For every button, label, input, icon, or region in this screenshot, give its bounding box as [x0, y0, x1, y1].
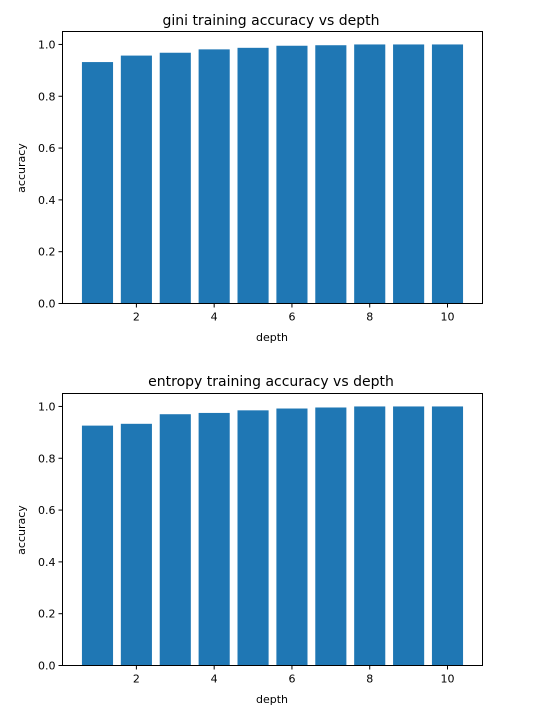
bar-depth-1 [81, 425, 114, 666]
y-tick-label: 1.0 [38, 38, 56, 51]
x-tick-label: 8 [366, 311, 373, 324]
y-tick-label: 1.0 [38, 400, 56, 413]
plot-frame [62, 31, 483, 304]
chart-title: entropy training accuracy vs depth [148, 374, 394, 390]
bar-depth-9 [393, 44, 425, 304]
y-tick-label: 0.4 [38, 194, 56, 207]
x-axis-label: depth [256, 693, 288, 706]
x-tick-label: 10 [441, 311, 455, 324]
y-ticks: 0.0 0.2 0.4 0.6 0.8 1.0 [38, 400, 63, 673]
y-axis-label: accuracy [15, 505, 28, 555]
bar-depth-1 [81, 62, 114, 304]
y-ticks: 0.0 0.2 0.4 0.6 0.8 1.0 [38, 38, 63, 311]
entropy-accuracy-chart: entropy training accuracy vs depth 0.00.… [15, 374, 483, 706]
bars [81, 406, 464, 666]
x-tick-label: 8 [366, 673, 373, 686]
bar-depth-8 [354, 44, 386, 304]
x-tick-label: 4 [211, 311, 218, 324]
y-tick-label: 0.2 [38, 608, 56, 621]
bar-depth-10 [431, 44, 464, 304]
y-tick-label: 0.8 [38, 90, 56, 103]
y-tick-label: 0.0 [38, 660, 56, 673]
x-tick-label: 6 [288, 311, 295, 324]
bar-depth-6 [276, 408, 308, 666]
x-tick-label: 2 [133, 673, 140, 686]
bar-depth-4 [198, 412, 230, 666]
x-tick-label: 10 [441, 673, 455, 686]
bar-depth-7 [315, 45, 347, 304]
x-ticks: 2 4 6 8 10 [133, 303, 455, 324]
y-tick-label: 0.8 [38, 452, 56, 465]
x-ticks: 2 4 6 8 10 [133, 665, 455, 686]
bar-depth-2 [120, 55, 152, 304]
y-axis-label: accuracy [15, 143, 28, 193]
y-tick-label: 0.6 [38, 142, 56, 155]
y-tick-label: 0.6 [38, 504, 56, 517]
bar-depth-5 [237, 47, 269, 304]
bar-depth-3 [159, 414, 191, 666]
y-tick-label: 0.2 [38, 246, 56, 259]
x-tick-label: 2 [133, 311, 140, 324]
bar-depth-7 [315, 407, 347, 666]
bars [81, 44, 464, 304]
y-tick-label: 0.4 [38, 556, 56, 569]
x-axis-label: depth [256, 331, 288, 344]
bar-depth-9 [393, 406, 425, 666]
bar-depth-5 [237, 410, 269, 666]
bar-depth-3 [159, 52, 191, 304]
x-tick-label: 6 [288, 673, 295, 686]
bar-depth-10 [431, 406, 464, 666]
chart-title: gini training accuracy vs depth [162, 13, 379, 29]
plot-frame [62, 393, 483, 666]
gini-accuracy-chart: gini training accuracy vs depth 0.00.20.… [15, 13, 483, 344]
y-tick-label: 0.0 [38, 298, 56, 311]
bar-depth-4 [198, 49, 230, 304]
x-tick-label: 4 [211, 673, 218, 686]
bar-depth-6 [276, 45, 308, 304]
bar-depth-2 [120, 423, 152, 666]
bar-depth-8 [354, 406, 386, 666]
